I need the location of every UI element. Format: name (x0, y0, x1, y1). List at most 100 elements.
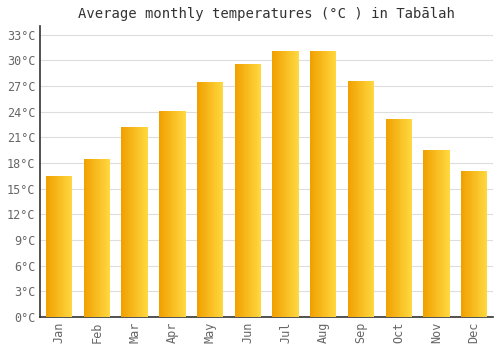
Bar (47, 176, 48, 317)
Bar (68, 176, 69, 317)
Bar (59, 176, 60, 317)
Bar (434, 150, 436, 317)
Bar (126, 127, 128, 317)
Bar (123, 127, 124, 317)
Bar (219, 82, 220, 317)
Bar (369, 81, 370, 317)
Bar (295, 51, 296, 317)
Bar (216, 82, 217, 317)
Bar (242, 64, 244, 317)
Bar (395, 119, 396, 317)
Bar (218, 82, 219, 317)
Bar (461, 171, 462, 317)
Bar (469, 171, 470, 317)
Bar (181, 111, 182, 317)
Bar (312, 51, 314, 317)
Bar (104, 159, 105, 317)
Bar (283, 51, 284, 317)
Bar (276, 51, 278, 317)
Bar (64, 176, 66, 317)
Bar (136, 127, 138, 317)
Bar (109, 159, 110, 317)
Bar (318, 51, 319, 317)
Bar (94, 159, 95, 317)
Bar (356, 81, 358, 317)
Bar (214, 82, 216, 317)
Bar (367, 81, 368, 317)
Bar (176, 111, 177, 317)
Bar (466, 171, 467, 317)
Bar (370, 81, 372, 317)
Bar (254, 64, 255, 317)
Bar (66, 176, 67, 317)
Bar (446, 150, 447, 317)
Bar (172, 111, 173, 317)
Bar (241, 64, 242, 317)
Bar (164, 111, 166, 317)
Bar (206, 82, 208, 317)
Bar (234, 64, 236, 317)
Bar (105, 159, 106, 317)
Bar (352, 81, 353, 317)
Bar (180, 111, 181, 317)
Bar (406, 119, 408, 317)
Bar (144, 127, 145, 317)
Bar (56, 176, 58, 317)
Bar (200, 82, 202, 317)
Bar (424, 150, 425, 317)
Bar (310, 51, 311, 317)
Bar (125, 127, 126, 317)
Bar (147, 127, 148, 317)
Bar (48, 176, 50, 317)
Bar (333, 51, 334, 317)
Bar (256, 64, 258, 317)
Bar (131, 127, 132, 317)
Bar (397, 119, 398, 317)
Bar (440, 150, 441, 317)
Bar (372, 81, 374, 317)
Bar (134, 127, 136, 317)
Bar (250, 64, 252, 317)
Bar (202, 82, 203, 317)
Bar (162, 111, 164, 317)
Bar (246, 64, 247, 317)
Bar (427, 150, 428, 317)
Bar (405, 119, 406, 317)
Bar (464, 171, 466, 317)
Bar (486, 171, 488, 317)
Bar (84, 159, 86, 317)
Bar (240, 64, 241, 317)
Bar (324, 51, 325, 317)
Bar (449, 150, 450, 317)
Bar (138, 127, 139, 317)
Bar (140, 127, 141, 317)
Bar (88, 159, 89, 317)
Bar (124, 127, 125, 317)
Bar (61, 176, 62, 317)
Bar (477, 171, 478, 317)
Bar (282, 51, 283, 317)
Bar (89, 159, 90, 317)
Bar (331, 51, 332, 317)
Bar (292, 51, 294, 317)
Bar (168, 111, 169, 317)
Bar (402, 119, 403, 317)
Bar (238, 64, 239, 317)
Bar (476, 171, 477, 317)
Bar (317, 51, 318, 317)
Bar (425, 150, 426, 317)
Bar (447, 150, 448, 317)
Bar (320, 51, 322, 317)
Bar (169, 111, 170, 317)
Bar (62, 176, 64, 317)
Bar (430, 150, 431, 317)
Bar (70, 176, 72, 317)
Bar (273, 51, 274, 317)
Bar (184, 111, 186, 317)
Title: Average monthly temperatures (°C ) in Tabālah: Average monthly temperatures (°C ) in Ta… (78, 7, 455, 21)
Bar (480, 171, 481, 317)
Bar (274, 51, 275, 317)
Bar (470, 171, 472, 317)
Bar (288, 51, 289, 317)
Bar (247, 64, 248, 317)
